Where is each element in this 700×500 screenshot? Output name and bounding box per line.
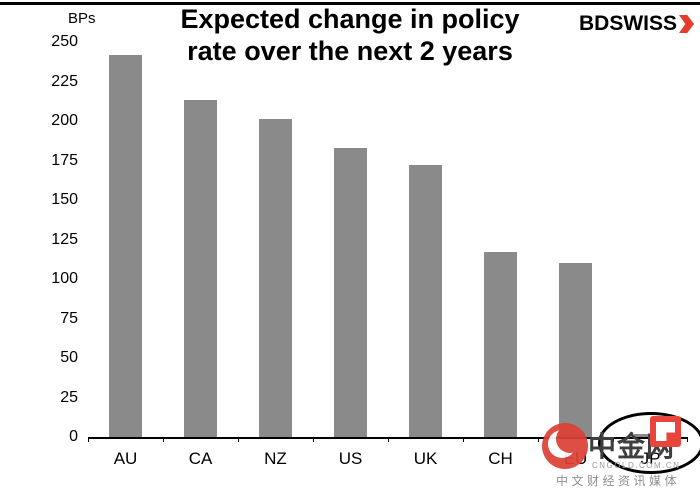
y-label-225: 225 bbox=[51, 72, 78, 90]
x-label-NZ: NZ bbox=[264, 449, 287, 468]
watermark-tagline-text: 中文财经资讯媒体 bbox=[556, 474, 681, 488]
jp-highlight-ellipse bbox=[598, 412, 700, 474]
bdswiss-logo: BD SWISS bbox=[579, 12, 694, 36]
y-label-175: 175 bbox=[51, 151, 78, 169]
cngold-logo-icon bbox=[542, 423, 588, 469]
chart-title-line2: rate over the next 2 years bbox=[187, 36, 513, 67]
y-label-0: 0 bbox=[69, 428, 78, 445]
y-label-250: 250 bbox=[51, 33, 78, 50]
cngold-seal-icon bbox=[650, 416, 681, 447]
x-label-AU: AU bbox=[113, 449, 138, 468]
y-label-150: 150 bbox=[51, 191, 78, 208]
watermark-domain-text: CNGOLD.COM.CN bbox=[592, 461, 681, 470]
chart-title: Expected change in policy rate over the … bbox=[110, 3, 590, 68]
x-axis-tick bbox=[163, 437, 164, 442]
bar-EU bbox=[559, 263, 592, 437]
y-label-25: 25 bbox=[60, 388, 78, 406]
top-border-line bbox=[0, 2, 700, 5]
chart-title-line1: Expected change in policy bbox=[180, 4, 520, 34]
y-axis-labels: 0 25 50 75 100 125 150 175 200 225 250 bbox=[18, 33, 78, 445]
bar-CH bbox=[484, 252, 517, 437]
y-label-100: 100 bbox=[51, 270, 78, 287]
x-axis-tick bbox=[538, 437, 539, 442]
bar-AU bbox=[109, 54, 142, 437]
bdswiss-logo-bd: BD bbox=[578, 12, 610, 35]
bar-UK bbox=[409, 165, 442, 437]
x-axis-tick bbox=[388, 437, 389, 442]
bar-CA bbox=[184, 100, 217, 437]
plot-area bbox=[88, 42, 688, 442]
x-label-CA: CA bbox=[188, 449, 213, 468]
x-axis-tick bbox=[88, 437, 89, 442]
x-label-UK: UK bbox=[413, 449, 438, 468]
y-axis-unit-label: BPs bbox=[68, 10, 96, 27]
y-label-50: 50 bbox=[60, 349, 78, 366]
y-label-200: 200 bbox=[51, 112, 78, 129]
x-axis-tick bbox=[463, 437, 464, 442]
bar-US bbox=[334, 147, 367, 437]
bdswiss-arrow-icon bbox=[679, 15, 694, 33]
x-label-US: US bbox=[338, 449, 363, 468]
y-label-125: 125 bbox=[51, 230, 78, 248]
x-axis-tick bbox=[313, 437, 314, 442]
x-axis-tick bbox=[238, 437, 239, 442]
x-label-CH: CH bbox=[488, 449, 513, 468]
bar-NZ bbox=[259, 119, 292, 437]
bdswiss-logo-swiss: SWISS bbox=[609, 12, 677, 35]
y-label-75: 75 bbox=[60, 309, 78, 327]
